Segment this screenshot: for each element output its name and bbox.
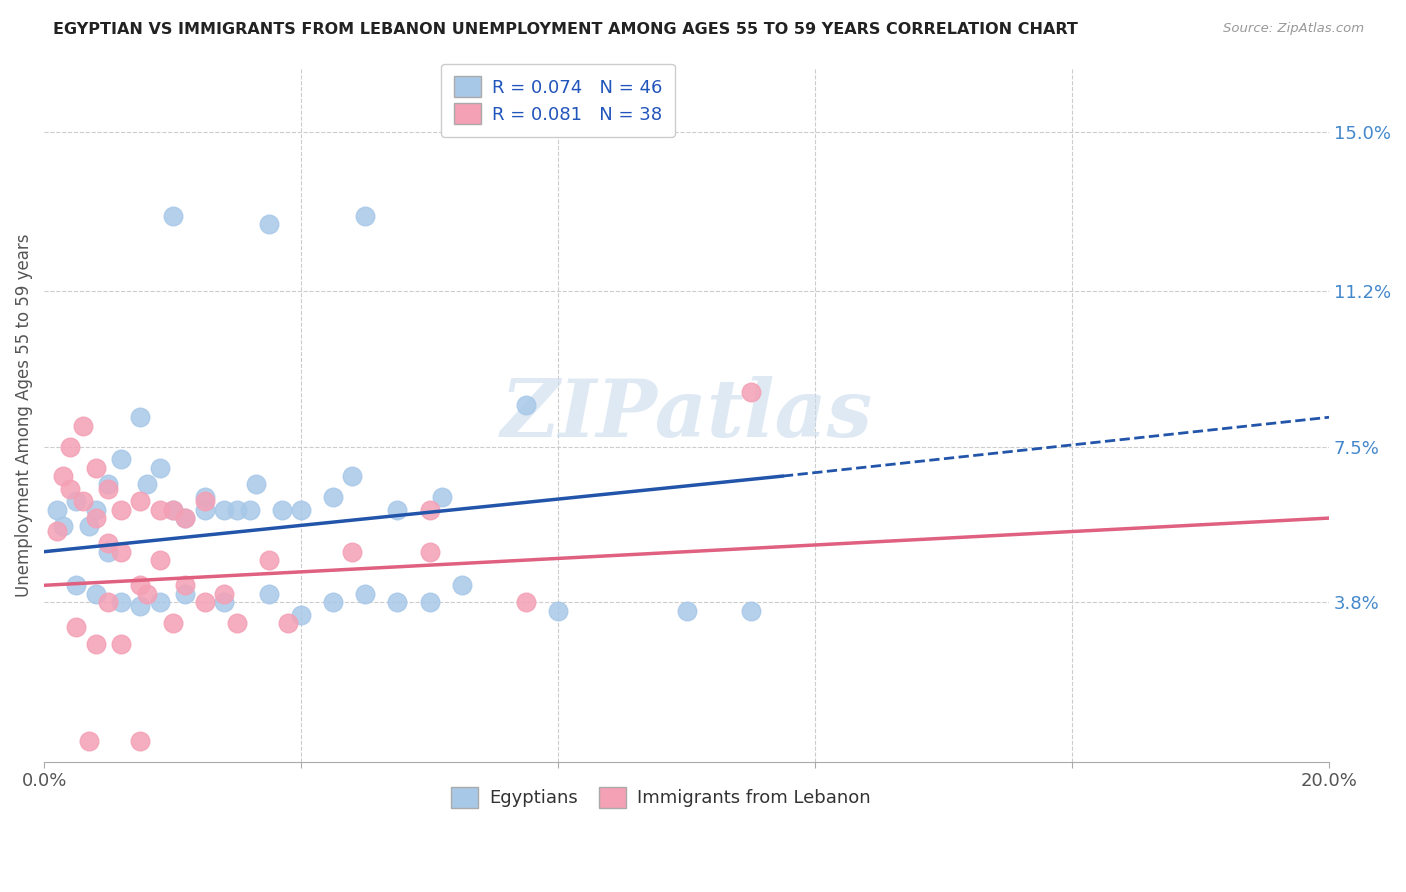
Point	[97, 544, 120, 558]
Point	[174, 587, 197, 601]
Point	[84, 460, 107, 475]
Point	[342, 544, 364, 558]
Point	[59, 440, 82, 454]
Point	[46, 524, 69, 538]
Point	[290, 607, 312, 622]
Point	[675, 603, 697, 617]
Point	[212, 595, 235, 609]
Point	[257, 553, 280, 567]
Point	[52, 469, 75, 483]
Point	[135, 587, 157, 601]
Point	[97, 536, 120, 550]
Point	[270, 502, 292, 516]
Point	[52, 519, 75, 533]
Point	[174, 511, 197, 525]
Point	[419, 595, 441, 609]
Point	[354, 209, 377, 223]
Point	[84, 637, 107, 651]
Point	[740, 385, 762, 400]
Point	[419, 502, 441, 516]
Point	[322, 595, 344, 609]
Point	[194, 595, 217, 609]
Point	[162, 502, 184, 516]
Point	[72, 418, 94, 433]
Point	[162, 209, 184, 223]
Legend: Egyptians, Immigrants from Lebanon: Egyptians, Immigrants from Lebanon	[444, 780, 877, 815]
Point	[212, 502, 235, 516]
Point	[84, 587, 107, 601]
Point	[257, 587, 280, 601]
Point	[342, 469, 364, 483]
Point	[174, 511, 197, 525]
Point	[84, 502, 107, 516]
Point	[110, 637, 132, 651]
Point	[77, 733, 100, 747]
Point	[97, 595, 120, 609]
Point	[225, 616, 247, 631]
Point	[129, 578, 152, 592]
Point	[515, 398, 537, 412]
Point	[194, 490, 217, 504]
Point	[129, 733, 152, 747]
Point	[149, 553, 172, 567]
Text: EGYPTIAN VS IMMIGRANTS FROM LEBANON UNEMPLOYMENT AMONG AGES 55 TO 59 YEARS CORRE: EGYPTIAN VS IMMIGRANTS FROM LEBANON UNEM…	[53, 22, 1078, 37]
Point	[225, 502, 247, 516]
Point	[515, 595, 537, 609]
Point	[245, 477, 267, 491]
Point	[290, 502, 312, 516]
Point	[149, 502, 172, 516]
Point	[149, 595, 172, 609]
Point	[387, 502, 409, 516]
Point	[65, 578, 87, 592]
Point	[432, 490, 454, 504]
Point	[277, 616, 299, 631]
Point	[110, 452, 132, 467]
Point	[59, 482, 82, 496]
Point	[110, 502, 132, 516]
Point	[129, 599, 152, 614]
Y-axis label: Unemployment Among Ages 55 to 59 years: Unemployment Among Ages 55 to 59 years	[15, 234, 32, 597]
Point	[110, 595, 132, 609]
Point	[65, 494, 87, 508]
Point	[135, 477, 157, 491]
Point	[65, 620, 87, 634]
Point	[194, 494, 217, 508]
Point	[77, 519, 100, 533]
Point	[387, 595, 409, 609]
Point	[174, 578, 197, 592]
Point	[97, 482, 120, 496]
Text: Source: ZipAtlas.com: Source: ZipAtlas.com	[1223, 22, 1364, 36]
Point	[72, 494, 94, 508]
Point	[740, 603, 762, 617]
Point	[46, 502, 69, 516]
Point	[129, 494, 152, 508]
Point	[257, 217, 280, 231]
Point	[354, 587, 377, 601]
Point	[162, 502, 184, 516]
Point	[450, 578, 472, 592]
Point	[162, 616, 184, 631]
Point	[212, 587, 235, 601]
Point	[239, 502, 262, 516]
Point	[129, 410, 152, 425]
Point	[97, 477, 120, 491]
Point	[84, 511, 107, 525]
Text: ZIPatlas: ZIPatlas	[501, 376, 873, 454]
Point	[194, 502, 217, 516]
Point	[419, 544, 441, 558]
Point	[149, 460, 172, 475]
Point	[110, 544, 132, 558]
Point	[547, 603, 569, 617]
Point	[322, 490, 344, 504]
